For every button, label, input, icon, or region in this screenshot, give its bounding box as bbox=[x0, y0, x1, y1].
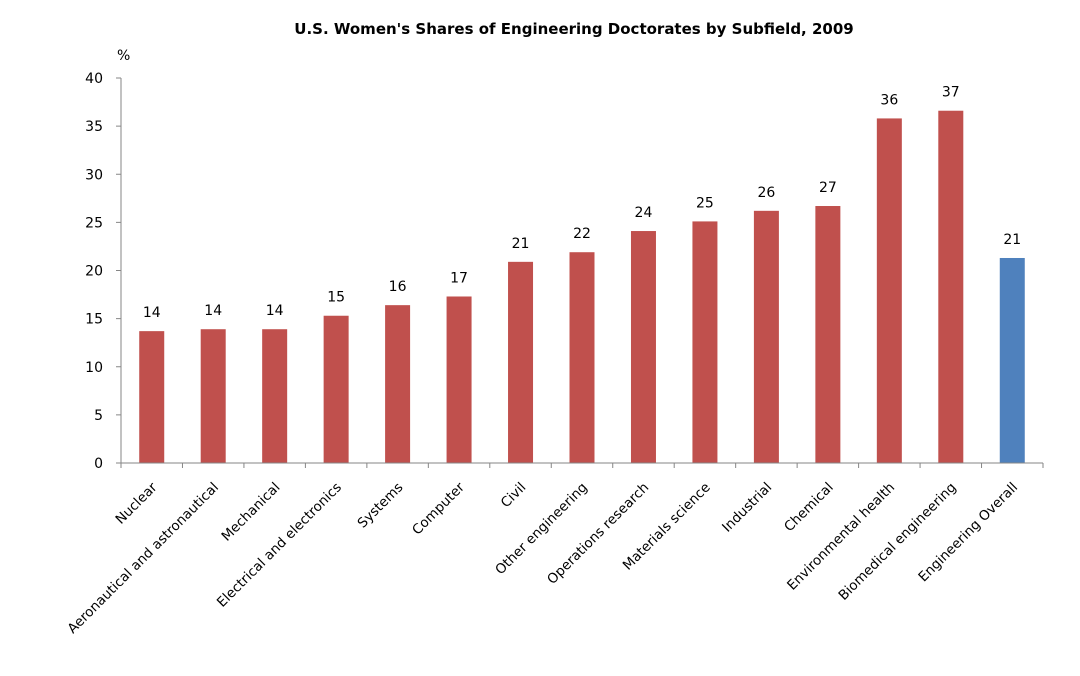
bar-chemical bbox=[815, 206, 841, 463]
y-tick-label: 30 bbox=[85, 167, 103, 183]
x-tick-label: Computer bbox=[409, 479, 468, 538]
data-label: 16 bbox=[389, 279, 407, 295]
data-label: 27 bbox=[819, 180, 837, 196]
bar-environmental-health bbox=[876, 118, 902, 464]
data-label: 17 bbox=[450, 270, 468, 286]
bar-mechanical bbox=[262, 329, 288, 463]
bar-other-engineering bbox=[569, 252, 595, 463]
y-tick-label: 15 bbox=[85, 312, 103, 328]
bar-nuclear bbox=[139, 331, 165, 463]
y-tick-label: 10 bbox=[85, 360, 103, 376]
x-tick-label: Industrial bbox=[719, 480, 775, 536]
bars-group bbox=[139, 110, 1025, 464]
bar-systems bbox=[385, 305, 411, 463]
bar-operations-research bbox=[630, 231, 656, 463]
bar-electrical-and-electronics bbox=[323, 315, 349, 463]
y-tick-label: 5 bbox=[94, 408, 103, 424]
y-tick-label: 35 bbox=[85, 119, 103, 135]
data-label: 24 bbox=[635, 205, 653, 221]
x-tick-label: Nuclear bbox=[113, 479, 161, 527]
data-label: 22 bbox=[573, 226, 591, 242]
bar-materials-science bbox=[692, 221, 718, 463]
y-tick-label: 25 bbox=[85, 215, 103, 231]
y-axis: 0 5 10 15 20 25 30 35 40 bbox=[85, 71, 122, 472]
bar-industrial bbox=[753, 210, 779, 463]
x-tick-label: Biomedical engineering bbox=[835, 480, 959, 604]
x-tick-label: Systems bbox=[355, 480, 407, 532]
x-tick-label: Electrical and electronics bbox=[214, 480, 345, 611]
data-label: 14 bbox=[143, 305, 161, 321]
x-axis bbox=[120, 462, 1044, 468]
data-label: 37 bbox=[942, 85, 960, 101]
data-labels-group: 14 14 14 15 16 17 21 22 24 25 26 27 36 37 21 bbox=[143, 85, 1021, 321]
chart-title: U.S. Women's Shares of Engineering Docto… bbox=[294, 20, 853, 38]
bar-computer bbox=[446, 296, 472, 463]
y-tick-label: 20 bbox=[85, 264, 103, 280]
data-label: 36 bbox=[880, 92, 898, 108]
x-tick-label: Operations research bbox=[544, 480, 652, 588]
data-label: 15 bbox=[327, 290, 345, 306]
data-label: 25 bbox=[696, 195, 714, 211]
bar-engineering-overall bbox=[999, 257, 1025, 463]
x-tick-label: Civil bbox=[498, 480, 530, 512]
data-label: 14 bbox=[204, 303, 222, 319]
x-tick-label: Mechanical bbox=[218, 480, 283, 545]
x-tick-label: Chemical bbox=[781, 480, 837, 536]
data-label: 21 bbox=[1003, 232, 1021, 248]
bar-biomedical-engineering bbox=[938, 110, 964, 463]
bar-aeronautical-and-astronautical bbox=[200, 329, 226, 463]
y-tick-label: 40 bbox=[85, 71, 103, 87]
x-tick-label: Environmental health bbox=[784, 480, 898, 594]
data-label: 26 bbox=[757, 185, 775, 201]
y-axis-unit-label: % bbox=[117, 48, 130, 64]
bar-civil bbox=[508, 261, 534, 463]
data-label: 14 bbox=[266, 303, 284, 319]
y-tick-label: 0 bbox=[94, 456, 103, 472]
data-label: 21 bbox=[512, 236, 530, 252]
